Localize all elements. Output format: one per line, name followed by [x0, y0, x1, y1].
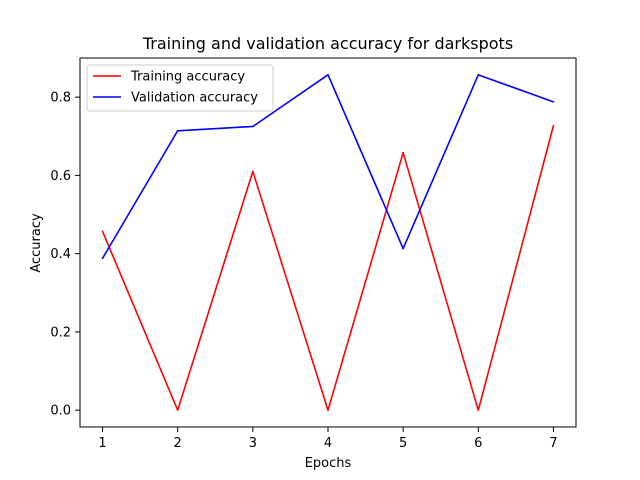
x-tick-label: 3: [249, 436, 257, 451]
data-point-training: [101, 230, 104, 233]
legend-label-training: Training accuracy: [130, 70, 245, 85]
y-tick-label: 0.2: [50, 325, 71, 340]
data-point-training: [327, 409, 329, 411]
data-point-training: [252, 170, 254, 173]
data-point-training: [477, 409, 480, 411]
x-tick-label: 4: [324, 436, 332, 451]
chart-title: Training and validation accuracy for dar…: [142, 34, 513, 53]
plot-area: [80, 58, 576, 427]
y-tick-label: 0.4: [50, 247, 71, 262]
y-axis-label: Accuracy: [29, 213, 44, 273]
data-point-validation: [327, 74, 329, 76]
legend-label-validation: Validation accuracy: [131, 91, 258, 106]
x-tick-label: 6: [474, 436, 482, 451]
data-point-validation: [477, 74, 480, 76]
x-tick-label: 1: [98, 436, 106, 451]
data-point-training: [176, 409, 179, 411]
data-point-validation: [101, 257, 104, 260]
series-layer: [101, 74, 555, 411]
data-point-validation: [176, 129, 179, 132]
y-tick-label: 0.8: [50, 91, 71, 106]
data-point-training: [552, 124, 555, 127]
legend: Training accuracy Validation accuracy: [86, 64, 274, 112]
data-point-validation: [402, 247, 404, 250]
x-tick-label: 7: [549, 436, 557, 451]
x-axis-label: Epochs: [305, 456, 352, 471]
y-tick-label: 0.6: [50, 169, 71, 184]
data-point-validation: [252, 125, 254, 128]
legend-box: [86, 64, 274, 112]
data-point-validation: [552, 101, 555, 103]
y-tick-label: 0.0: [50, 404, 71, 419]
x-tick-label: 2: [174, 436, 182, 451]
data-point-training: [402, 151, 404, 154]
x-axis-ticks: 1 2 3 4 5 6 7: [98, 427, 558, 451]
y-axis-ticks: 0.0 0.2 0.4 0.6 0.8: [50, 91, 80, 419]
x-tick-label: 5: [399, 436, 407, 451]
